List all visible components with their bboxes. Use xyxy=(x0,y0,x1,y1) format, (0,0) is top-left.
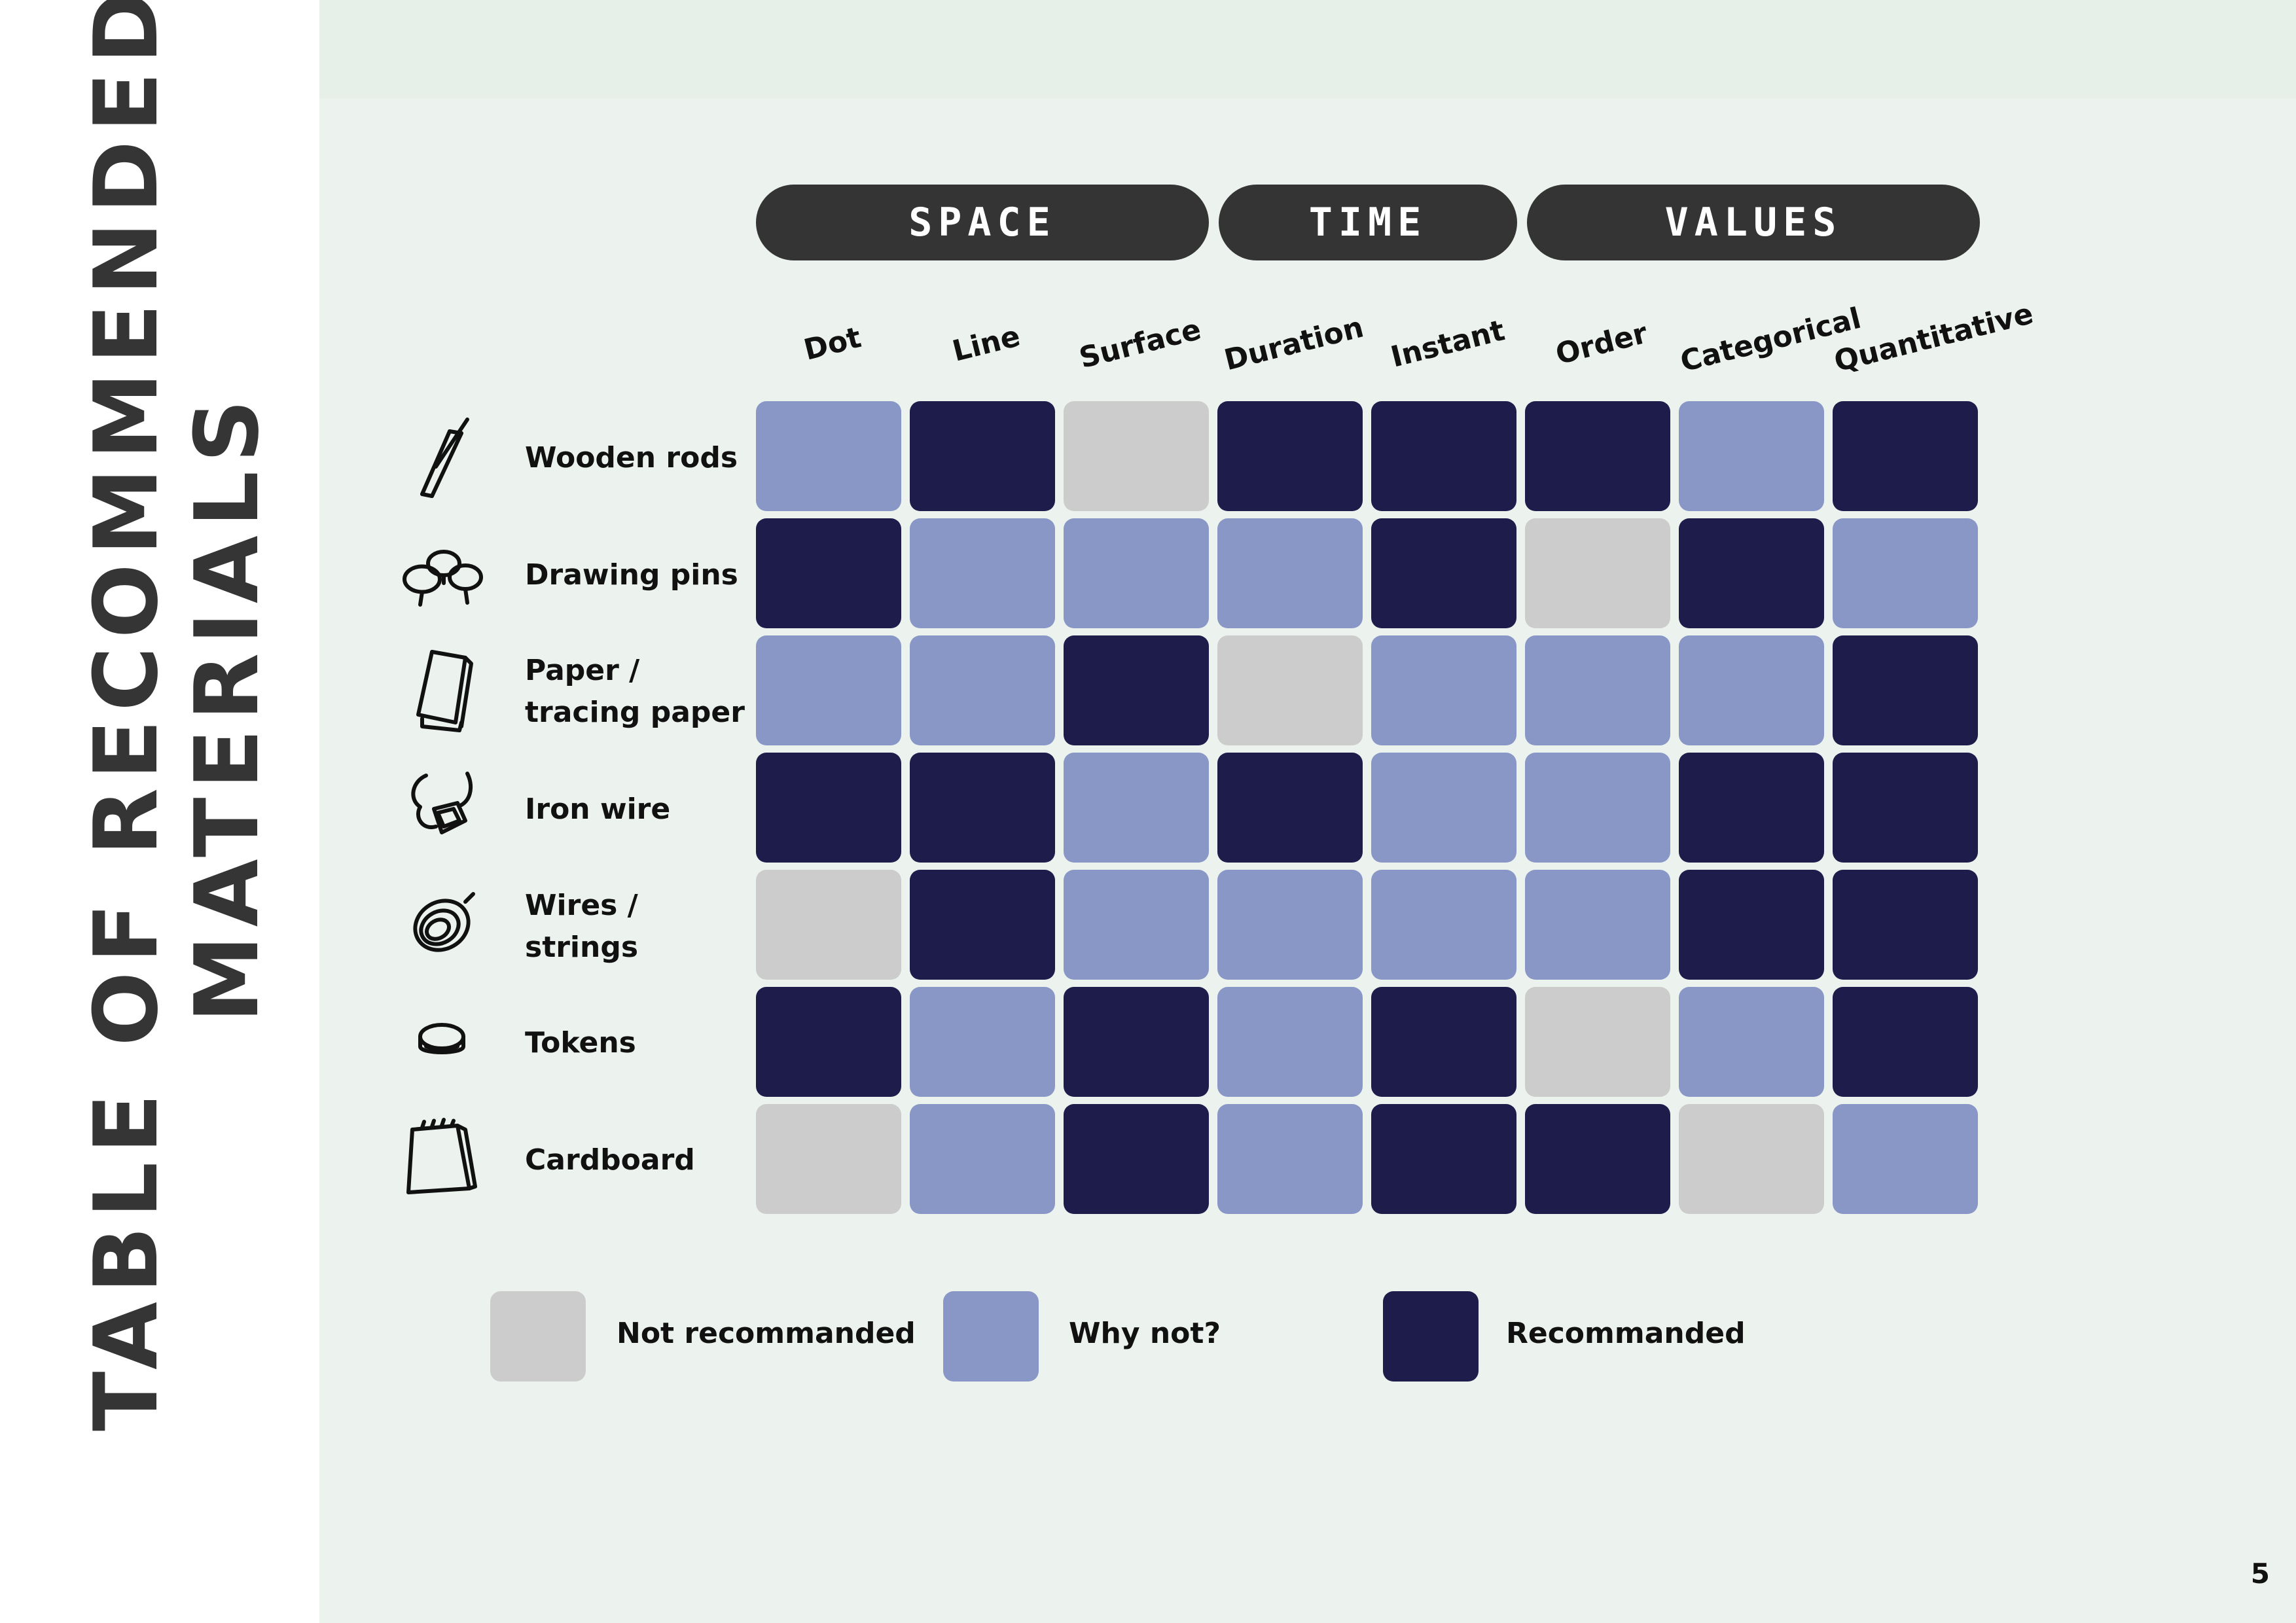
page-title: TABLE OF RECOMMENDED MATERIALS xyxy=(59,0,295,1431)
matrix-cell xyxy=(1371,753,1516,863)
matrix-cell xyxy=(910,870,1055,980)
matrix-cell xyxy=(1679,518,1824,628)
cardboard-icon xyxy=(393,1108,491,1206)
matrix-cell xyxy=(1679,401,1824,511)
row-label-cardboard: Cardboard xyxy=(525,1143,695,1177)
matrix-cell xyxy=(1525,987,1670,1097)
matrix-cell xyxy=(1833,635,1978,745)
row-label-paper: Paper / tracing paper xyxy=(525,654,745,729)
matrix-cell xyxy=(756,518,901,628)
matrix-cell xyxy=(756,987,901,1097)
matrix-cell xyxy=(1217,635,1363,745)
legend-swatch-recommended xyxy=(1383,1291,1479,1382)
matrix-cell xyxy=(1371,870,1516,980)
matrix-cell xyxy=(1217,870,1363,980)
matrix-cell xyxy=(1679,635,1824,745)
matrix-cell xyxy=(756,753,901,863)
matrix-cell xyxy=(1064,1104,1209,1214)
title-sidebar xyxy=(0,0,319,1623)
header-group-space: SPACE xyxy=(756,185,1209,260)
page-title-line-1: TABLE OF RECOMMENDED xyxy=(75,0,177,1431)
matrix-cell xyxy=(1217,401,1363,511)
matrix-cell xyxy=(1525,1104,1670,1214)
matrix-cell xyxy=(910,635,1055,745)
legend-label-recommended: Recommanded xyxy=(1506,1317,1746,1350)
wooden-rods-icon xyxy=(393,408,491,506)
matrix-cell xyxy=(910,753,1055,863)
matrix-cell xyxy=(1371,401,1516,511)
matrix-cell xyxy=(1525,870,1670,980)
row-label-wires-strings: Wires / strings xyxy=(525,889,639,964)
matrix-cell xyxy=(1064,401,1209,511)
matrix-cell xyxy=(1679,870,1824,980)
matrix-cell xyxy=(1217,753,1363,863)
matrix-cell xyxy=(756,401,901,511)
matrix-cell xyxy=(910,987,1055,1097)
page-title-line-2: MATERIALS xyxy=(176,391,278,1023)
matrix-cell xyxy=(1371,518,1516,628)
matrix-cell xyxy=(1217,1104,1363,1214)
matrix-cell xyxy=(1525,753,1670,863)
row-label-wooden-rods: Wooden rods xyxy=(525,441,738,474)
matrix-cell xyxy=(1833,1104,1978,1214)
matrix-cell xyxy=(910,518,1055,628)
matrix-cell xyxy=(1064,518,1209,628)
legend-swatch-why-not xyxy=(943,1291,1039,1382)
matrix-cell xyxy=(1371,1104,1516,1214)
matrix-cell xyxy=(1679,1104,1824,1214)
matrix-cell xyxy=(1525,635,1670,745)
matrix-cell xyxy=(910,401,1055,511)
row-label-drawing-pins: Drawing pins xyxy=(525,558,738,592)
top-band xyxy=(319,0,2296,98)
header-group-values: VALUES xyxy=(1527,185,1980,260)
legend-swatch-not-recommended xyxy=(490,1291,586,1382)
matrix-cell xyxy=(910,1104,1055,1214)
matrix-cell xyxy=(1833,518,1978,628)
matrix-cell xyxy=(1679,753,1824,863)
matrix-cell xyxy=(1525,518,1670,628)
matrix-cell xyxy=(1371,635,1516,745)
wires-strings-icon xyxy=(393,872,491,971)
legend-label-why-not: Why not? xyxy=(1069,1317,1221,1350)
iron-wire-icon xyxy=(393,756,491,854)
matrix-cell xyxy=(756,870,901,980)
matrix-cell xyxy=(1064,635,1209,745)
matrix-cell xyxy=(1064,753,1209,863)
matrix-cell xyxy=(1679,987,1824,1097)
header-group-time: TIME xyxy=(1219,185,1517,260)
page-number: 5 xyxy=(2250,1558,2270,1590)
paper-icon xyxy=(393,638,491,736)
legend-label-not-recommended: Not recommanded xyxy=(617,1317,916,1350)
tokens-icon xyxy=(393,991,491,1090)
matrix-cell xyxy=(756,635,901,745)
matrix-cell xyxy=(1833,870,1978,980)
matrix-cell xyxy=(1064,987,1209,1097)
row-label-tokens: Tokens xyxy=(525,1026,636,1060)
row-label-iron-wire: Iron wire xyxy=(525,793,671,826)
matrix-cell xyxy=(1217,518,1363,628)
matrix-cell xyxy=(1525,401,1670,511)
matrix-cell xyxy=(756,1104,901,1214)
matrix-cell xyxy=(1833,753,1978,863)
drawing-pins-icon xyxy=(393,524,491,622)
matrix-cell xyxy=(1833,987,1978,1097)
matrix-cell xyxy=(1217,987,1363,1097)
matrix-cell xyxy=(1833,401,1978,511)
matrix-cell xyxy=(1371,987,1516,1097)
matrix-cell xyxy=(1064,870,1209,980)
